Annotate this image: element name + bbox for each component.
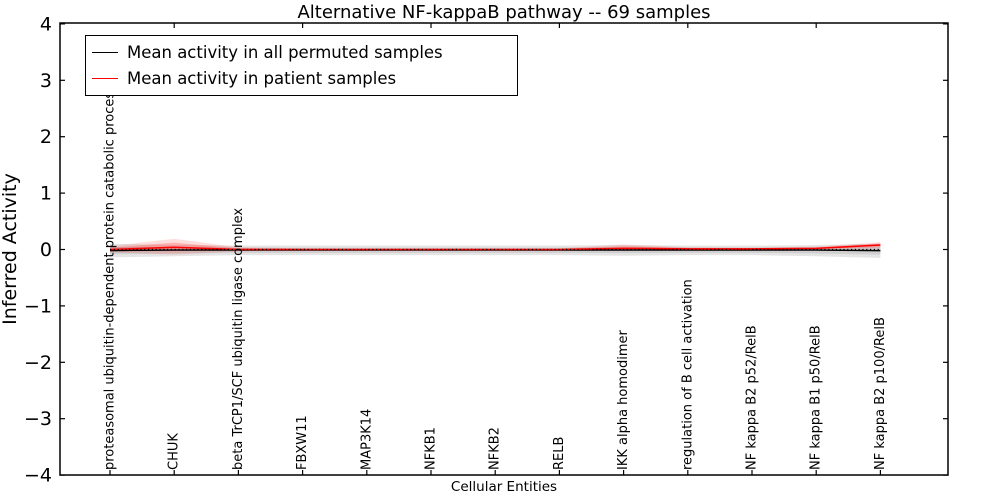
x-axis-label: Cellular Entities	[450, 479, 558, 495]
x-tick-label: proteasomal ubiquitin-dependent protein …	[103, 85, 118, 470]
y-tick-label: −1	[24, 295, 52, 317]
x-tick-label: NF kappa B1 p50/RelB	[809, 325, 824, 470]
y-axis-label: Inferred Activity	[0, 173, 21, 325]
x-tick-label: MAP3K14	[359, 409, 374, 470]
x-tick-label: NF kappa B2 p100/RelB	[873, 317, 888, 470]
x-tick-label: FBXW11	[295, 415, 310, 470]
permuted-band	[110, 243, 881, 258]
legend-label-permuted: Mean activity in all permuted samples	[127, 42, 443, 62]
y-tick-label: −4	[24, 465, 52, 487]
legend-item-permuted: Mean activity in all permuted samples	[86, 39, 517, 65]
x-tick-label: beta TrCP1/SCF ubiquitin ligase complex	[231, 208, 246, 470]
legend-label-patient: Mean activity in patient samples	[127, 69, 397, 89]
y-tick-label: 0	[40, 239, 52, 261]
x-tick-label: regulation of B cell activation	[680, 279, 695, 470]
patient-line-sample-icon	[92, 78, 118, 80]
y-tick-label: −3	[24, 408, 52, 430]
y-tick-label: 4	[40, 13, 52, 35]
y-tick-label: −2	[24, 352, 52, 374]
legend: Mean activity in all permuted samples Me…	[85, 35, 518, 96]
x-tick-label: NFKB1	[424, 427, 439, 470]
patient-band	[110, 238, 881, 255]
mean-patient-line	[109, 244, 881, 251]
permuted-line-sample-icon	[92, 51, 118, 53]
x-tick-label: RELB	[552, 437, 567, 470]
x-tick-label: NFKB2	[488, 427, 503, 470]
x-tick-label: NF kappa B2 p52/RelB	[745, 325, 760, 470]
y-tick-label: 2	[40, 126, 52, 148]
y-tick-label: 3	[40, 70, 52, 92]
legend-item-patient: Mean activity in patient samples	[86, 66, 517, 92]
chart-title: Alternative NF-kappaB pathway -- 69 samp…	[297, 2, 711, 23]
y-tick-label: 1	[40, 183, 52, 205]
x-tick-label: CHUK	[167, 433, 182, 470]
x-tick-label: IKK alpha homodimer	[616, 329, 631, 470]
